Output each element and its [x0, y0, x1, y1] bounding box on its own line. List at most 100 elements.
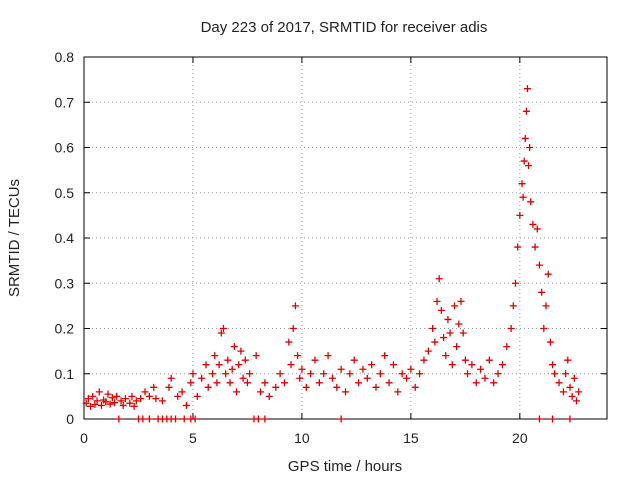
data-point — [257, 388, 265, 396]
data-point — [503, 343, 511, 351]
data-point — [444, 315, 452, 323]
data-point — [526, 144, 534, 151]
data-point — [453, 343, 461, 351]
data-point — [568, 392, 576, 400]
data-point — [189, 370, 197, 378]
data-point — [187, 379, 195, 387]
data-marks — [82, 85, 583, 423]
data-point — [130, 402, 138, 410]
data-point — [350, 356, 358, 364]
data-point — [551, 370, 559, 378]
data-point — [141, 388, 149, 396]
series-zero-values — [115, 415, 574, 423]
data-point — [424, 347, 432, 355]
data-point — [522, 107, 530, 115]
data-point — [224, 356, 232, 364]
data-point — [429, 325, 437, 332]
data-point — [174, 392, 182, 400]
data-point — [525, 162, 533, 170]
data-point — [572, 397, 580, 405]
data-point — [337, 415, 345, 423]
data-point — [117, 397, 125, 405]
data-point — [158, 397, 166, 405]
y-tick-label: 0.3 — [55, 275, 75, 291]
data-point — [511, 279, 519, 287]
data-point — [178, 388, 186, 396]
data-point — [150, 383, 158, 391]
data-point — [182, 401, 190, 409]
data-point — [261, 415, 269, 423]
data-point — [115, 415, 123, 423]
data-point — [519, 193, 527, 201]
data-point — [442, 352, 450, 360]
data-point — [376, 370, 384, 378]
data-point — [167, 374, 175, 382]
x-tick-label: 15 — [403, 430, 419, 446]
x-tick-label: 10 — [294, 430, 310, 446]
data-point — [219, 325, 227, 332]
data-point — [276, 370, 284, 378]
y-tick-label: 0.6 — [55, 140, 75, 156]
data-point — [542, 302, 550, 310]
axis-ticks: 0 5 10 15 20 0 0.1 0.2 0.3 0.4 0.5 0.6 0.7 0.8 — [55, 49, 607, 446]
data-point — [570, 374, 578, 382]
data-point — [95, 388, 103, 396]
data-point — [311, 356, 319, 364]
data-point — [252, 352, 260, 360]
data-point — [93, 397, 101, 405]
data-point — [193, 392, 201, 400]
data-point — [437, 306, 445, 314]
data-point — [420, 356, 428, 364]
grid — [84, 57, 607, 419]
data-point — [531, 243, 539, 251]
y-tick-label: 0.4 — [55, 230, 75, 246]
data-point — [215, 361, 223, 369]
data-point — [272, 383, 280, 391]
data-point — [494, 370, 502, 378]
data-point — [291, 302, 299, 310]
data-point — [113, 392, 121, 400]
data-point — [490, 379, 498, 387]
data-point — [126, 399, 134, 407]
data-point — [529, 220, 537, 228]
data-point — [435, 275, 443, 283]
y-tick-label: 0.5 — [55, 185, 75, 201]
data-point — [549, 415, 557, 423]
data-point — [477, 365, 485, 373]
data-point — [294, 352, 302, 360]
data-point — [459, 329, 467, 337]
data-point — [139, 415, 147, 423]
data-point — [381, 352, 389, 360]
data-point — [540, 325, 548, 332]
data-point — [132, 397, 140, 405]
data-point — [346, 370, 354, 378]
series-SRMTID — [82, 85, 583, 410]
data-point — [285, 338, 293, 346]
data-point — [368, 361, 376, 369]
data-point — [507, 325, 515, 332]
data-point — [265, 392, 273, 400]
data-point — [280, 379, 288, 387]
data-point — [180, 415, 188, 423]
data-point — [472, 379, 480, 387]
data-point — [320, 370, 328, 378]
x-tick-label: 5 — [189, 430, 197, 446]
data-point — [446, 329, 454, 337]
y-tick-label: 0.8 — [55, 49, 75, 65]
data-point — [128, 392, 136, 400]
data-point — [261, 379, 269, 387]
data-point — [198, 374, 206, 382]
data-point — [102, 398, 110, 406]
data-point — [228, 365, 236, 373]
data-point — [398, 370, 406, 378]
data-point — [342, 388, 349, 396]
data-point — [549, 361, 557, 369]
data-point — [191, 415, 199, 423]
data-point — [137, 395, 145, 403]
data-point — [485, 356, 493, 364]
data-point — [235, 361, 243, 369]
x-tick-label: 20 — [512, 430, 528, 446]
data-point — [533, 225, 541, 233]
data-point — [461, 356, 469, 364]
